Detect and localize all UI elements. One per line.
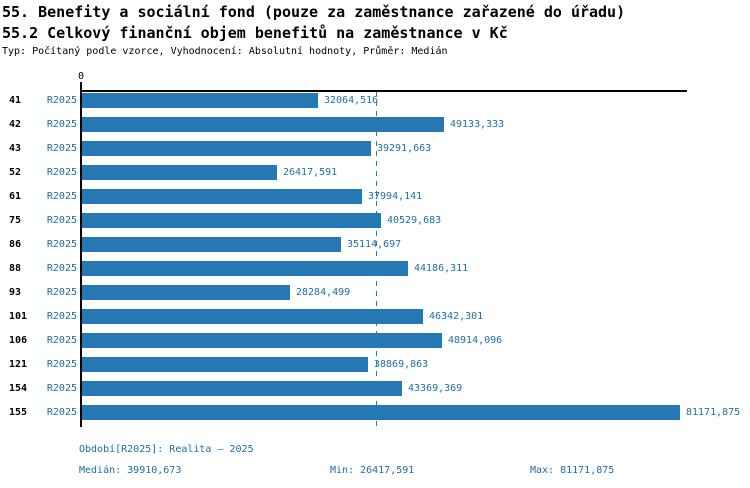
bar-value-label: 38869,863 <box>374 359 429 370</box>
row-category-label: 106 <box>9 335 28 346</box>
row-category-label: 86 <box>9 239 22 250</box>
median-line <box>376 91 377 427</box>
bar <box>82 285 290 300</box>
bar-value-label: 40529,683 <box>387 215 442 226</box>
row-category-label: 41 <box>9 95 22 106</box>
row-category-label: 61 <box>9 191 22 202</box>
bar <box>82 357 368 372</box>
row-category-label: 52 <box>9 167 22 178</box>
bar-value-label: 35114,697 <box>347 239 402 250</box>
row-category-label: 93 <box>9 287 22 298</box>
bar-value-label: 32064,516 <box>324 95 379 106</box>
row-period-label: R2025 <box>46 215 77 226</box>
bar-value-label: 49133,333 <box>450 119 505 130</box>
row-period-label: R2025 <box>46 119 77 130</box>
bar <box>82 381 402 396</box>
row-category-label: 42 <box>9 119 22 130</box>
bar <box>82 333 442 348</box>
bar <box>82 117 444 132</box>
row-category-label: 101 <box>9 311 28 322</box>
y-axis-line <box>80 82 82 427</box>
page-title: 55. Benefity a sociální fond (pouze za z… <box>2 3 626 21</box>
bar-value-label: 81171,875 <box>686 407 741 418</box>
bar <box>82 213 381 228</box>
row-period-label: R2025 <box>46 263 77 274</box>
footer-min: Min: 26417,591 <box>330 465 415 476</box>
row-period-label: R2025 <box>46 383 77 394</box>
footer-max: Max: 81171,875 <box>530 465 615 476</box>
row-period-label: R2025 <box>46 95 77 106</box>
row-category-label: 155 <box>9 407 28 418</box>
bar-value-label: 39291,663 <box>377 143 432 154</box>
row-period-label: R2025 <box>46 143 77 154</box>
bar-value-label: 48914,096 <box>448 335 503 346</box>
row-period-label: R2025 <box>46 287 77 298</box>
bar-value-label: 44186,311 <box>414 263 469 274</box>
row-period-label: R2025 <box>46 311 77 322</box>
bar-value-label: 43369,369 <box>408 383 463 394</box>
chart-meta: Typ: Počítaný podle vzorce, Vyhodnocení:… <box>2 46 448 57</box>
bar-value-label: 28284,499 <box>296 287 351 298</box>
bar <box>82 405 680 420</box>
row-period-label: R2025 <box>46 335 77 346</box>
bar <box>82 309 423 324</box>
row-category-label: 88 <box>9 263 22 274</box>
bar <box>82 237 341 252</box>
bar <box>82 261 408 276</box>
bar <box>82 93 318 108</box>
row-category-label: 121 <box>9 359 28 370</box>
x-axis-zero-label: 0 <box>77 71 85 82</box>
bar <box>82 165 277 180</box>
footer-period: Období[R2025]: Realita – 2025 <box>79 444 254 455</box>
row-category-label: 43 <box>9 143 22 154</box>
bar <box>82 189 362 204</box>
row-period-label: R2025 <box>46 167 77 178</box>
row-period-label: R2025 <box>46 359 77 370</box>
row-period-label: R2025 <box>46 407 77 418</box>
bar-value-label: 46342,301 <box>429 311 484 322</box>
row-period-label: R2025 <box>46 239 77 250</box>
page-subtitle: 55.2 Celkový finanční objem benefitů na … <box>2 24 508 42</box>
bar <box>82 141 371 156</box>
bar-value-label: 37994,141 <box>368 191 423 202</box>
row-category-label: 75 <box>9 215 22 226</box>
footer-median: Medián: 39910,673 <box>79 465 182 476</box>
row-period-label: R2025 <box>46 191 77 202</box>
x-axis-line <box>80 90 687 92</box>
bar-value-label: 26417,591 <box>283 167 338 178</box>
row-category-label: 154 <box>9 383 28 394</box>
